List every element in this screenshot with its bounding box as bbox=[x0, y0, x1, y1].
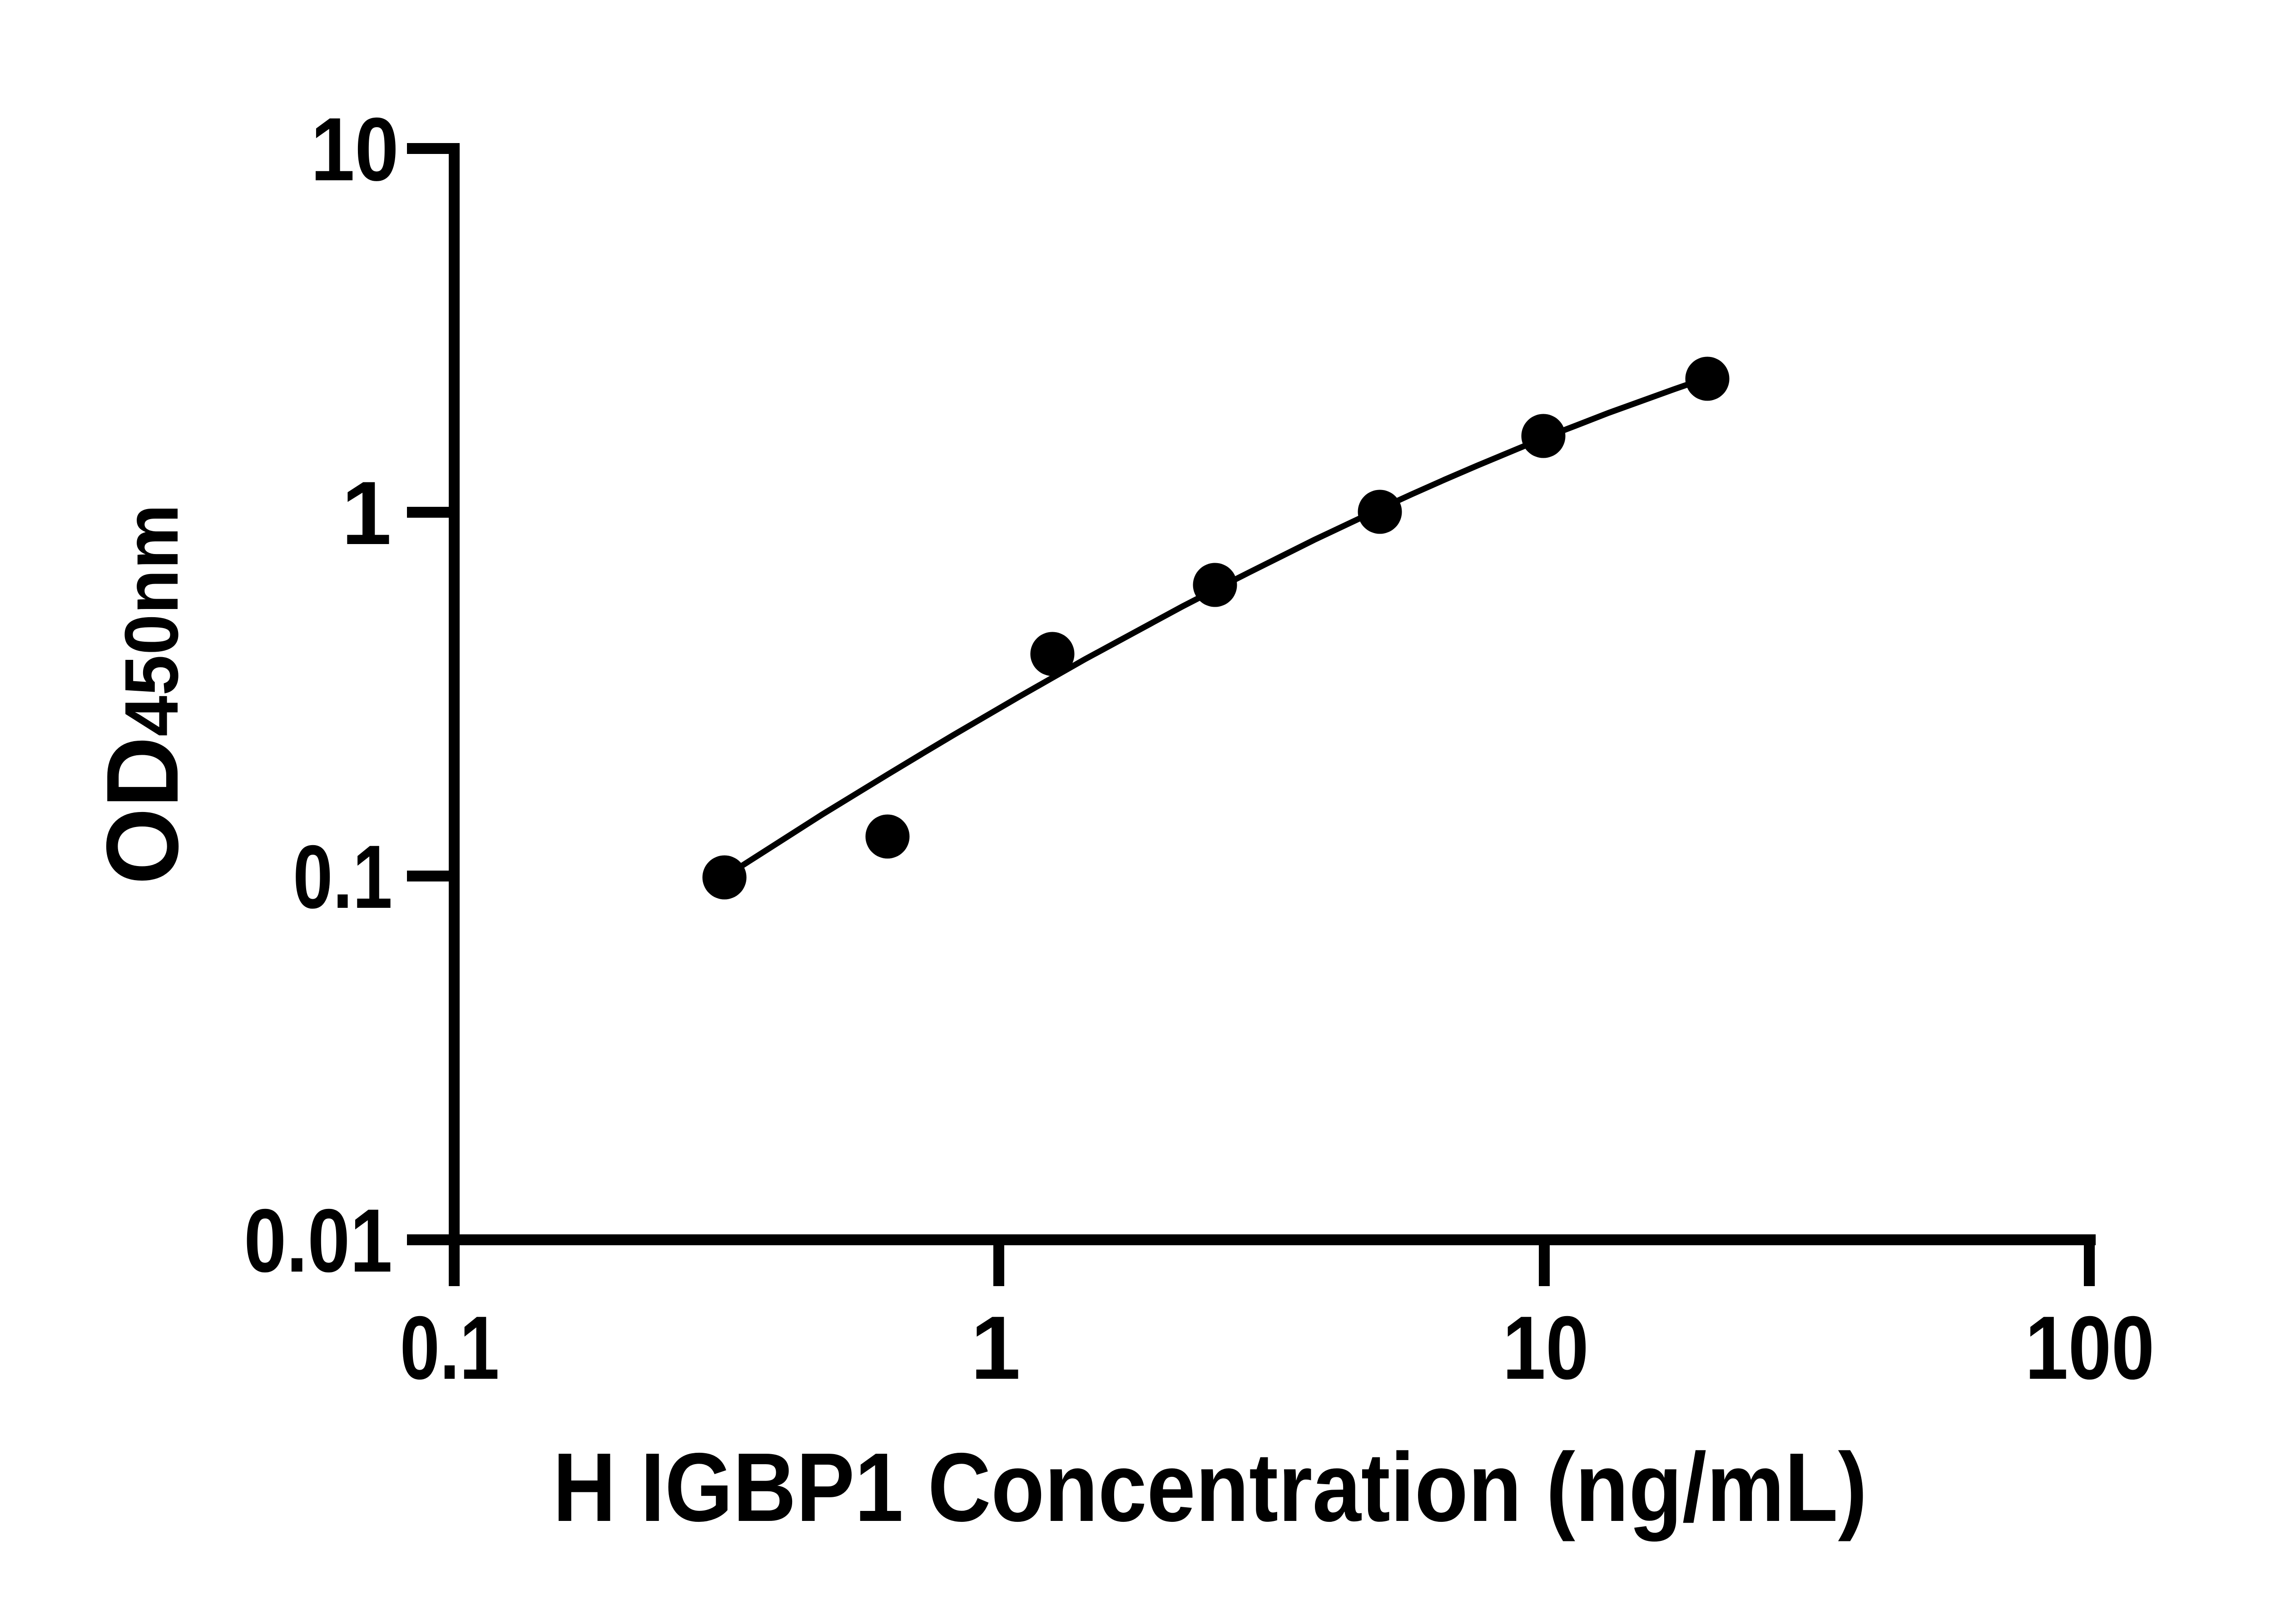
svg-text:10: 10 bbox=[311, 99, 399, 199]
svg-text:10: 10 bbox=[1502, 1297, 1589, 1398]
svg-text:OD450nm: OD450nm bbox=[85, 504, 199, 885]
svg-text:1: 1 bbox=[971, 1297, 1021, 1398]
svg-text:0.01: 0.01 bbox=[244, 1190, 392, 1291]
svg-text:1: 1 bbox=[342, 463, 392, 563]
svg-text:0.1: 0.1 bbox=[293, 827, 392, 927]
svg-text:H IGBP1 Concentration (ng/mL): H IGBP1 Concentration (ng/mL) bbox=[553, 1432, 1867, 1542]
svg-text:0.1: 0.1 bbox=[400, 1297, 500, 1398]
svg-text:100: 100 bbox=[2025, 1297, 2155, 1398]
